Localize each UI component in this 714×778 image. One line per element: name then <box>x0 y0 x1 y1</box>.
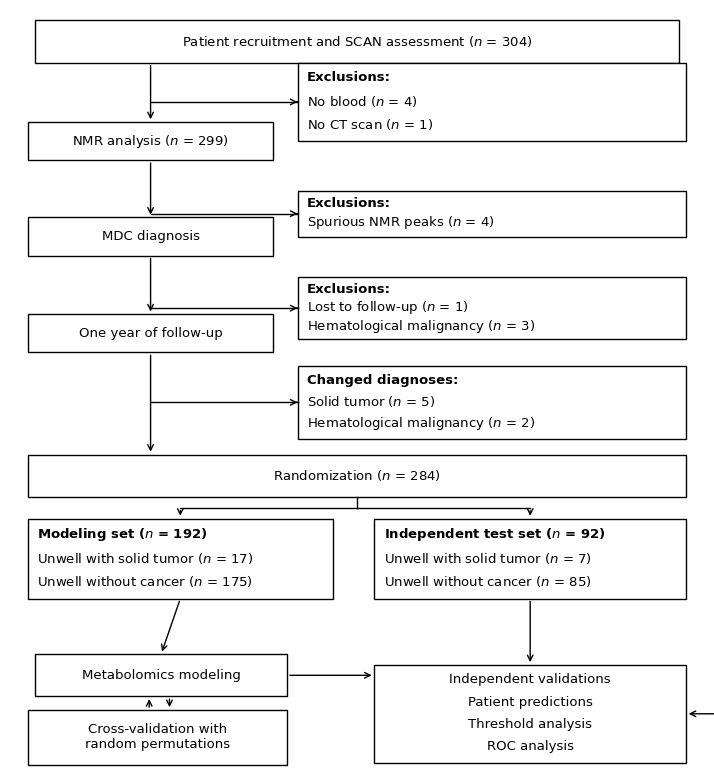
Text: No CT scan ($\it{n}$ = 1): No CT scan ($\it{n}$ = 1) <box>306 117 433 132</box>
FancyBboxPatch shape <box>28 217 273 255</box>
Text: Lost to follow-up ($\it{n}$ = 1): Lost to follow-up ($\it{n}$ = 1) <box>306 300 468 316</box>
FancyBboxPatch shape <box>35 654 287 696</box>
Text: Independent validations: Independent validations <box>449 673 611 686</box>
Text: Exclusions:: Exclusions: <box>306 197 391 210</box>
FancyBboxPatch shape <box>298 191 686 237</box>
Text: One year of follow-up: One year of follow-up <box>79 327 223 340</box>
Text: Independent test set ($\it{n}$ = 92): Independent test set ($\it{n}$ = 92) <box>383 526 605 542</box>
Text: Patient predictions: Patient predictions <box>468 696 593 709</box>
FancyBboxPatch shape <box>298 366 686 439</box>
FancyBboxPatch shape <box>374 519 686 599</box>
Text: Hematological malignancy ($\it{n}$ = 2): Hematological malignancy ($\it{n}$ = 2) <box>306 415 535 432</box>
FancyBboxPatch shape <box>28 122 273 160</box>
FancyBboxPatch shape <box>374 665 686 762</box>
Text: Modeling set ($\it{n}$ = 192): Modeling set ($\it{n}$ = 192) <box>37 526 208 542</box>
Text: Changed diagnoses:: Changed diagnoses: <box>306 373 458 387</box>
Text: Unwell without cancer ($\it{n}$ = 175): Unwell without cancer ($\it{n}$ = 175) <box>37 574 253 590</box>
Text: Randomization ($\it{n}$ = 284): Randomization ($\it{n}$ = 284) <box>273 468 441 483</box>
Text: MDC diagnosis: MDC diagnosis <box>101 230 200 243</box>
Text: Exclusions:: Exclusions: <box>306 282 391 296</box>
Text: ROC analysis: ROC analysis <box>487 741 573 753</box>
FancyBboxPatch shape <box>35 20 679 63</box>
FancyBboxPatch shape <box>28 519 333 599</box>
FancyBboxPatch shape <box>28 454 686 497</box>
Text: Unwell without cancer ($\it{n}$ = 85): Unwell without cancer ($\it{n}$ = 85) <box>383 574 591 590</box>
Text: Unwell with solid tumor ($\it{n}$ = 17): Unwell with solid tumor ($\it{n}$ = 17) <box>37 551 253 566</box>
Text: No blood ($\it{n}$ = 4): No blood ($\it{n}$ = 4) <box>306 94 417 109</box>
Text: Threshold analysis: Threshold analysis <box>468 718 592 731</box>
Text: Patient recruitment and SCAN assessment ($\it{n}$ = 304): Patient recruitment and SCAN assessment … <box>182 33 532 49</box>
FancyBboxPatch shape <box>28 710 287 765</box>
FancyBboxPatch shape <box>298 63 686 142</box>
Text: Metabolomics modeling: Metabolomics modeling <box>81 669 241 682</box>
Text: Hematological malignancy ($\it{n}$ = 3): Hematological malignancy ($\it{n}$ = 3) <box>306 318 535 335</box>
Text: Spurious NMR peaks ($\it{n}$ = 4): Spurious NMR peaks ($\it{n}$ = 4) <box>306 215 494 231</box>
Text: Solid tumor ($\it{n}$ = 5): Solid tumor ($\it{n}$ = 5) <box>306 394 435 409</box>
FancyBboxPatch shape <box>28 314 273 352</box>
Text: Cross-validation with
random permutations: Cross-validation with random permutation… <box>85 724 230 752</box>
FancyBboxPatch shape <box>298 277 686 339</box>
Text: Unwell with solid tumor ($\it{n}$ = 7): Unwell with solid tumor ($\it{n}$ = 7) <box>383 551 591 566</box>
Text: NMR analysis ($\it{n}$ = 299): NMR analysis ($\it{n}$ = 299) <box>72 133 229 149</box>
Text: Exclusions:: Exclusions: <box>306 72 391 85</box>
